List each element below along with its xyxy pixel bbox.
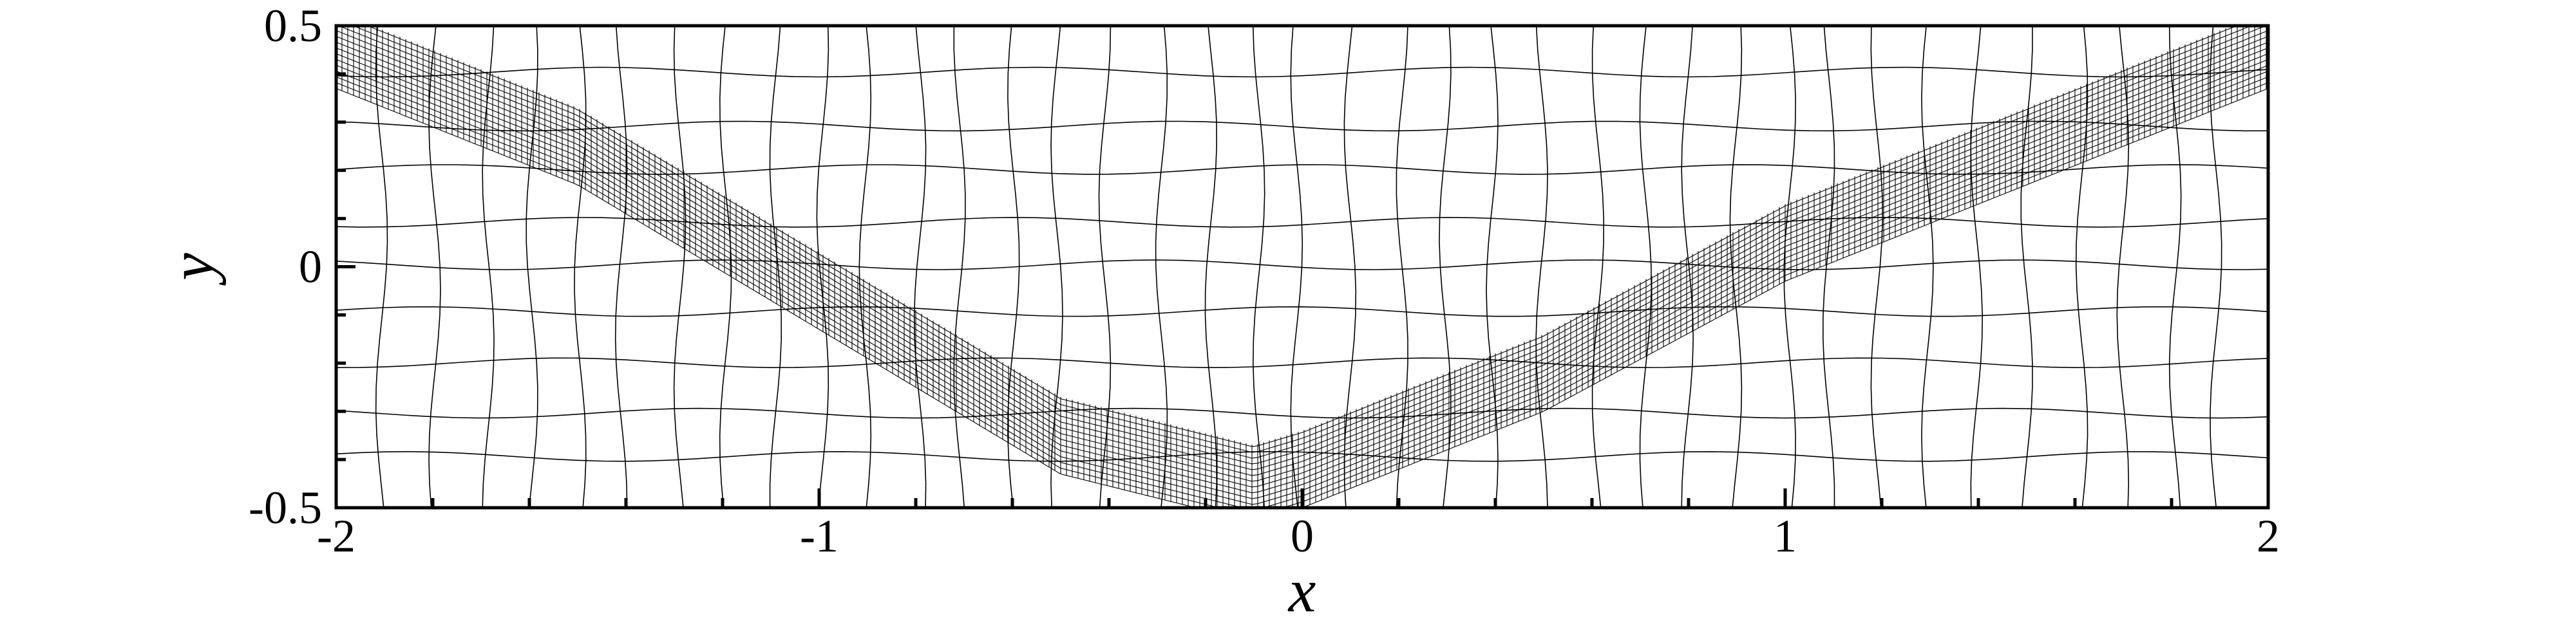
coarse-mesh-vertical-line — [719, 25, 732, 508]
coarse-mesh-vertical-line — [673, 25, 687, 508]
coarse-mesh-vertical-line — [1439, 25, 1452, 508]
coarse-mesh-vertical-line — [1204, 25, 1218, 508]
coarse-mesh-vertical-line — [1783, 25, 1796, 508]
x-tick-label: 2 — [2257, 510, 2280, 562]
coarse-mesh-horizontal-line — [336, 306, 2269, 317]
coarse-mesh-vertical-line — [2075, 25, 2088, 508]
coarse-mesh-vertical-line — [913, 25, 927, 508]
coarse-mesh-vertical-line — [482, 25, 495, 508]
x-axis-ticks: -2 -1 0 1 2 — [317, 488, 2280, 562]
y-tick-label: 0 — [299, 241, 322, 293]
y-axis-ticks: -0.5 0 0.5 — [249, 0, 355, 533]
coarse-mesh-vertical-line — [526, 25, 538, 508]
coarse-mesh-vertical-line — [1396, 25, 1408, 508]
coarse-mesh-vertical-line — [1970, 25, 1984, 508]
coarse-mesh-vertical-line — [1486, 25, 1499, 508]
coarse-mesh-horizontal-line — [336, 120, 2268, 132]
coarse-mesh-horizontal-line — [336, 66, 2269, 78]
x-tick-label: -2 — [317, 510, 355, 562]
coarse-mesh-horizontal-line — [336, 259, 2269, 270]
coarse-mesh-vertical-line — [953, 26, 966, 508]
coarse-mesh-vertical-line — [1921, 25, 1934, 508]
coarse-mesh-vertical-line — [1290, 25, 1303, 508]
x-axis-label: x — [1287, 556, 1316, 625]
coarse-mesh-vertical-line — [1591, 25, 1605, 508]
x-tick-label: 1 — [1774, 510, 1797, 562]
refined-mesh-band — [336, 25, 2267, 508]
coarse-mesh-vertical-line — [1639, 25, 1653, 508]
coarse-mesh-horizontal-line — [336, 164, 2269, 175]
coarse-mesh-vertical-line — [375, 25, 388, 508]
coarse-mesh-horizontal-line — [336, 407, 2269, 419]
coarse-mesh-vertical-line — [1343, 25, 1357, 508]
coarse-mesh-vertical-line — [2168, 25, 2182, 508]
coarse-mesh-horizontal-line — [336, 357, 2269, 369]
x-tick-label: 0 — [1291, 510, 1314, 562]
coarse-mesh-vertical-line — [574, 25, 587, 508]
coarse-mesh — [336, 25, 2269, 508]
coarse-mesh-vertical-line — [2210, 25, 2222, 508]
coarse-mesh-horizontal-line — [336, 450, 2269, 462]
coarse-mesh-horizontal-line — [336, 217, 2269, 228]
y-tick-label: 0.5 — [264, 0, 322, 51]
coarse-mesh-vertical-line — [2020, 26, 2033, 508]
coarse-mesh-vertical-line — [1681, 25, 1694, 508]
coarse-mesh-vertical-line — [1252, 25, 1265, 508]
coarse-mesh-vertical-line — [614, 25, 628, 508]
coarse-mesh-vertical-line — [1050, 25, 1063, 508]
x-tick-label: -1 — [800, 510, 838, 562]
coarse-mesh-vertical-line — [769, 25, 782, 508]
coarse-mesh-vertical-line — [1822, 25, 1835, 508]
coarse-mesh-vertical-line — [816, 25, 829, 508]
coarse-mesh-vertical-line — [1098, 25, 1112, 508]
refined-mesh-vertical-lines — [336, 26, 2267, 508]
coarse-mesh-vertical-line — [1535, 25, 1548, 508]
refined-mesh-horizontal-lines — [336, 25, 2267, 508]
coarse-mesh-vertical-line — [1155, 25, 1168, 508]
y-tick-label: -0.5 — [249, 482, 322, 533]
y-axis-label: y — [157, 253, 226, 286]
